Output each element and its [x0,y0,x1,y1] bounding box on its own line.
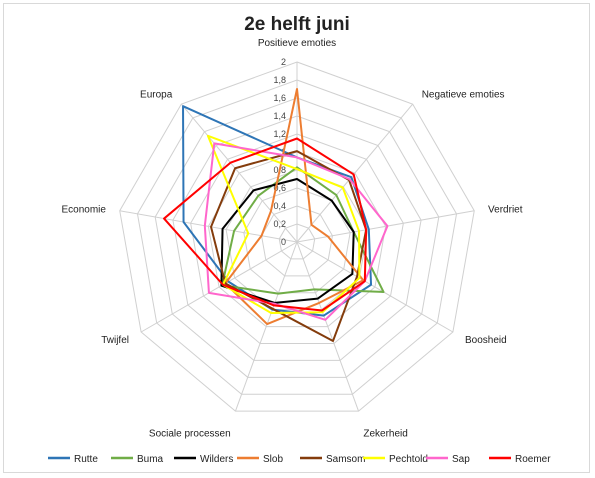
series-line-buma [221,166,385,295]
grid-spoke [140,241,298,333]
tick-label: 0,4 [273,201,286,211]
series-line-samsom [210,150,368,342]
axis-label: Verdriet [488,204,523,215]
axis-label: Positieve emoties [258,38,336,49]
axis-label: Twijfel [101,335,129,346]
grid-spoke [296,103,414,243]
grid-ring [136,79,458,395]
tick-label: 1,8 [273,75,286,85]
legend-label: Samsom [326,454,365,465]
radar-grid [119,61,475,412]
grid-ring [207,151,387,328]
grid-ring [119,61,475,412]
grid-ring [261,205,333,277]
axis-label: Europa [140,89,173,100]
legend-label: Buma [137,454,164,465]
axis-label: Boosheid [465,335,507,346]
tick-label: 2 [281,57,286,67]
axis-label: Zekerheid [363,428,407,439]
tick-label: 1,6 [273,93,286,103]
tick-label: 0 [281,237,286,247]
series-line-sap [203,142,389,321]
tick-label: 1,2 [273,129,286,139]
tick-label: 0,6 [273,183,286,193]
series-line-roemer [163,137,368,312]
legend-label: Pechtold [389,454,428,465]
axis-label: Economie [61,204,106,215]
legend-label: Slob [263,454,283,465]
legend-label: Rutte [74,454,98,465]
grid-spoke [296,241,360,412]
axis-labels: Positieve emoties Negatieve emoties Verdri… [61,38,522,439]
grid-spoke [296,210,475,243]
grid-spoke [180,103,298,243]
grid-ring [154,97,440,378]
grid-spoke [119,210,298,243]
grid-spoke [296,241,454,333]
grid-ring [278,223,316,260]
series-line-pechtold [206,134,361,315]
grid-spoke [234,241,298,412]
grid-ring [243,187,351,294]
axis-label: Sociale processen [149,428,231,439]
legend-label: Sap [452,454,470,465]
legend-label: Wilders [200,454,233,465]
legend-label: Roemer [515,454,551,465]
tick-label: 1,4 [273,111,286,121]
grid-ring [172,115,422,361]
tick-label: 0,2 [273,219,286,229]
chart-title: 2e helft juni [244,14,350,35]
series-group [163,88,389,342]
axis-label: Negatieve emoties [422,89,505,100]
legend: Rutte Buma Wilders Slob Samsom Pechtold Sap Roe… [48,454,551,465]
